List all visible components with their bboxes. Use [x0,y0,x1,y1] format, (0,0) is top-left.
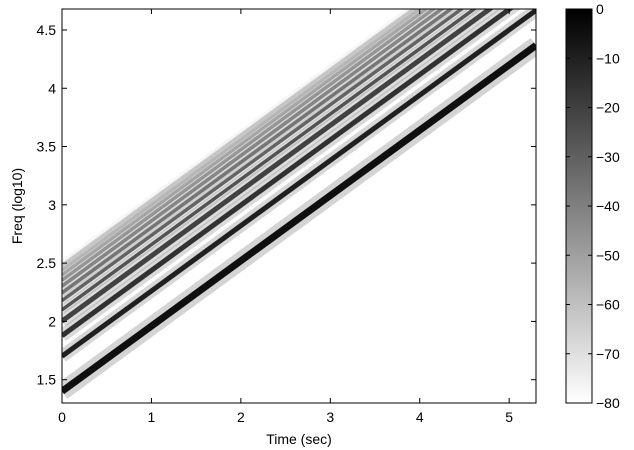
y-tick-label: 4.5 [37,22,57,38]
colorbar-tick-label: −10 [596,50,620,66]
x-tick-label: 0 [58,409,66,425]
x-tick-label: 3 [326,409,334,425]
y-axis: 1.5 2 2.5 3 3.5 4 4.5 [37,22,536,388]
colorbar-tick-label: −60 [596,297,620,313]
x-axis: 0 1 2 3 4 5 [58,9,513,425]
colorbar-ticks: 0 −10 −20 −30 −40 −50 −60 −70 −80 [566,1,620,411]
colorbar-tick-label: 0 [596,1,604,17]
y-tick-label: 2.5 [37,255,57,271]
harmonic-band-3 [62,9,514,338]
y-tick-label: 1.5 [37,372,57,388]
plot-frame [61,8,537,404]
harmonic-band-12 [62,9,417,267]
y-axis-label: Freq (log10) [9,168,25,244]
y-tick-label: 3.5 [37,139,57,155]
colorbar-tick-label: −40 [596,198,620,214]
harmonic-band-10 [62,9,430,277]
harmonic-band-7 [62,9,454,295]
colorbar-tick-label: −70 [596,346,620,362]
x-tick-label: 1 [148,409,156,425]
x-tick-label: 4 [416,409,424,425]
harmonic-band-4 [62,9,494,324]
x-axis-label: Time (sec) [266,431,332,447]
x-tick-label: 5 [505,409,513,425]
y-tick-label: 4 [48,80,56,96]
harmonic-band-1 [62,42,536,395]
harmonic-band-2 [62,9,536,359]
harmonic-band-9 [62,9,437,282]
colorbar-tick-label: −50 [596,247,620,263]
x-tick-label: 2 [237,409,245,425]
harmonic-band-11 [62,9,423,272]
y-tick-label: 3 [48,197,56,213]
colorbar-tick-label: −80 [596,395,620,411]
harmonic-band-5 [62,9,478,312]
harmonic-bands [62,9,536,399]
colorbar-gradient [565,8,593,404]
colorbar-tick-label: −30 [596,149,620,165]
colorbar: 0 −10 −20 −30 −40 −50 −60 −70 −80 [565,1,620,411]
plot-area [61,8,537,404]
y-tick-label: 2 [48,313,56,329]
harmonic-band-6 [62,9,465,303]
harmonic-band-8 [62,9,445,288]
colorbar-tick-label: −20 [596,100,620,116]
